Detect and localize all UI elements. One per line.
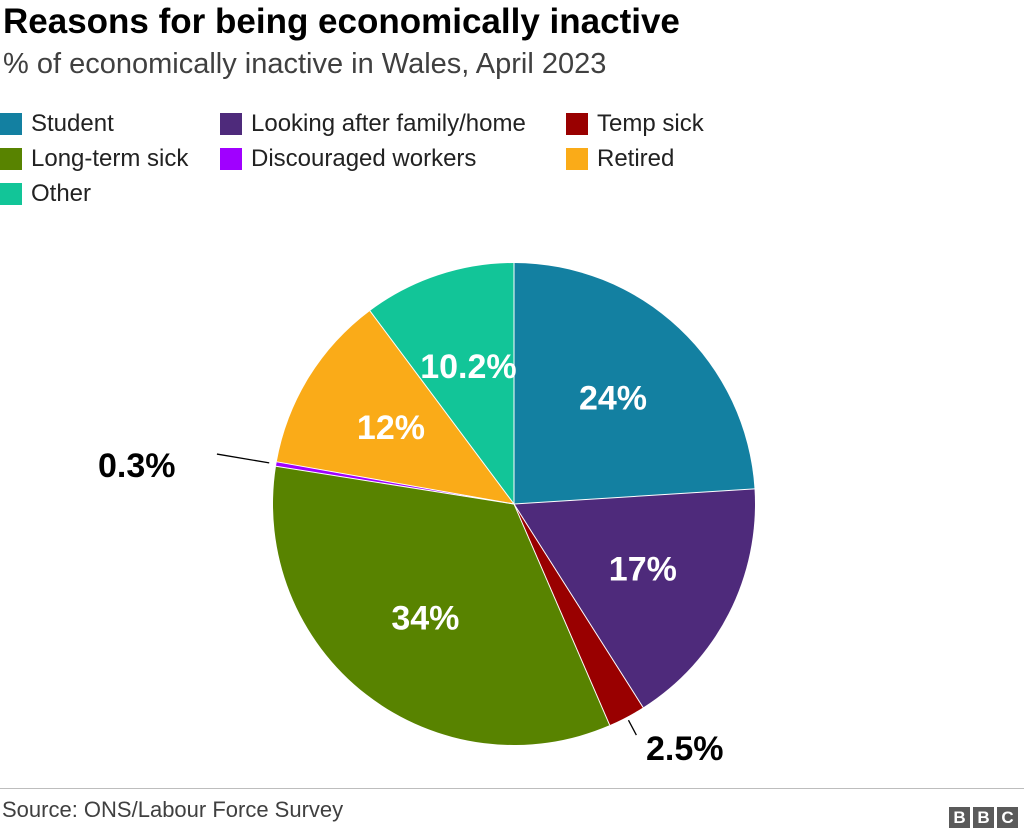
- legend-swatch: [220, 113, 242, 135]
- legend-label: Student: [31, 110, 114, 137]
- legend-label: Temp sick: [597, 110, 704, 137]
- data-label-long-term-sick: 34%: [391, 599, 459, 637]
- data-labels: 24% 17% 2.5% 34% 0.3% 12% 10.2%: [98, 348, 724, 768]
- legend-swatch: [0, 148, 22, 170]
- legend-label: Retired: [597, 145, 675, 172]
- legend-swatch: [566, 113, 588, 135]
- chart-legend: Student Looking after family/home Temp sic…: [0, 105, 1024, 215]
- source-note: Source: ONS/Labour Force Survey: [2, 797, 344, 822]
- legend-label: Looking after family/home: [251, 110, 526, 137]
- slice-separator: [513, 503, 611, 726]
- data-label-student: 24%: [579, 380, 647, 418]
- leader-line-temp-sick: [627, 719, 637, 736]
- legend-item-temp-sick: Temp sick: [566, 109, 704, 139]
- bbc-logo: B B C: [949, 807, 1018, 828]
- pie-slice-other: [369, 263, 514, 504]
- chart-title: Reasons for being economically inactive: [3, 2, 680, 41]
- pie-slice-retired: [276, 310, 514, 504]
- slice-separator: [513, 503, 644, 708]
- slice-separator: [369, 310, 515, 505]
- bbc-logo-letter-1: B: [949, 807, 970, 828]
- data-label-looking-after-family-home: 17%: [609, 551, 677, 589]
- pie-slice-long-term-sick: [272, 466, 610, 746]
- legend-item-long-term-sick: Long-term sick: [0, 144, 188, 174]
- data-label-other: 10.2%: [420, 348, 516, 386]
- pie-slice-temp-sick: [514, 504, 644, 726]
- leader-line-discouraged-workers: [216, 453, 270, 464]
- legend-label: Long-term sick: [31, 145, 189, 172]
- pie-slice-looking-after-family-home: [514, 488, 755, 708]
- slice-separator: [275, 465, 515, 505]
- legend-swatch: [566, 148, 588, 170]
- pie-slices: [272, 263, 755, 746]
- legend-item-discouraged-workers: Discouraged workers: [220, 144, 476, 174]
- pie-chart: 24% 17% 2.5% 34% 0.3% 12% 10.2%: [98, 263, 755, 768]
- bbc-logo-letter-3: C: [997, 807, 1018, 828]
- legend-label: Discouraged workers: [251, 145, 477, 172]
- legend-item-looking-after-family-home: Looking after family/home: [220, 109, 526, 139]
- footer-divider: [0, 788, 1024, 789]
- pie-slice-student: [514, 263, 755, 504]
- data-label-discouraged-workers: 0.3%: [98, 447, 176, 485]
- data-label-temp-sick: 2.5%: [646, 730, 724, 768]
- chart-subtitle: % of economically inactive in Wales, Apr…: [3, 48, 607, 80]
- slice-separator: [513, 488, 755, 505]
- legend-swatch: [0, 183, 22, 205]
- data-label-retired: 12%: [357, 409, 425, 447]
- legend-item-other: Other: [0, 179, 91, 209]
- leader-lines: [216, 453, 637, 736]
- legend-item-retired: Retired: [566, 144, 674, 174]
- legend-swatch: [0, 113, 22, 135]
- bbc-logo-letter-2: B: [973, 807, 994, 828]
- legend-swatch: [220, 148, 242, 170]
- slice-separator: [276, 461, 515, 505]
- legend-item-student: Student: [0, 109, 114, 139]
- legend-label: Other: [31, 180, 92, 207]
